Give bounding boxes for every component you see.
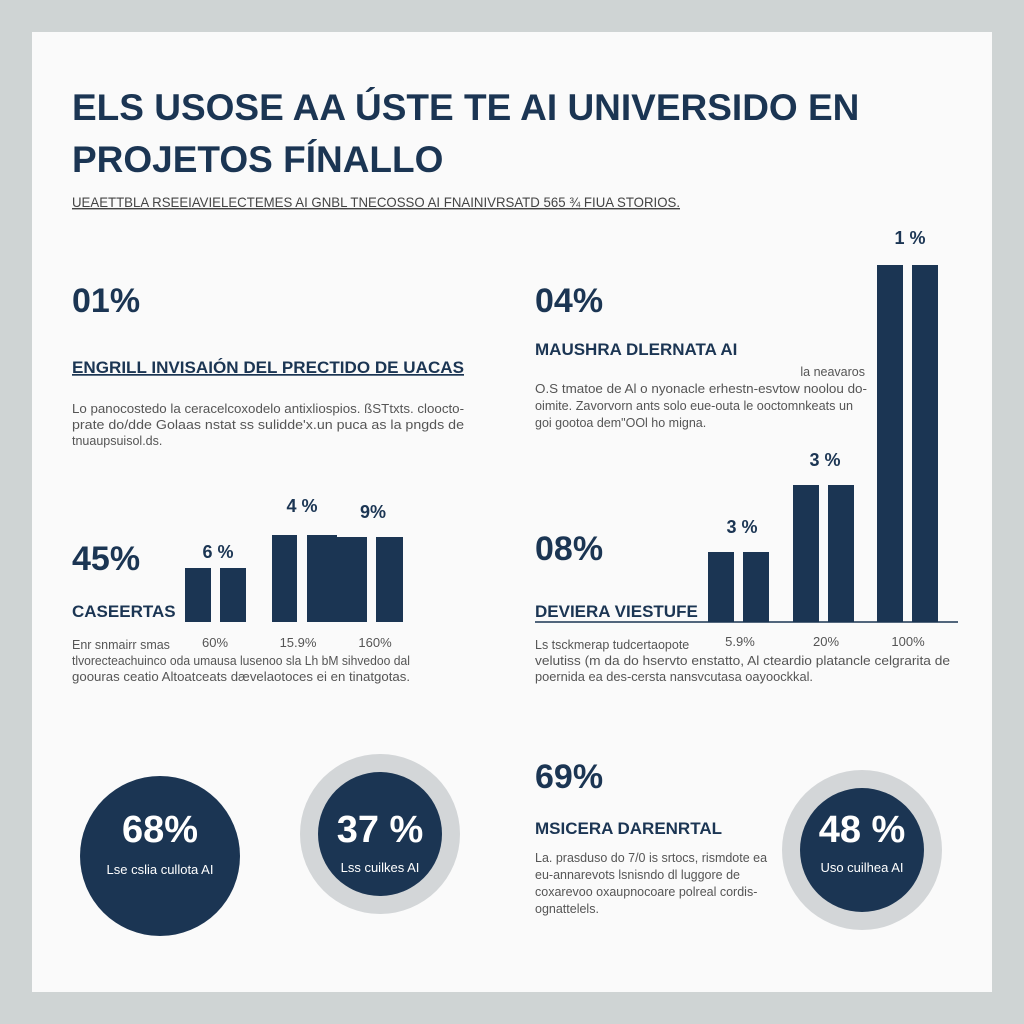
bar [793,485,819,622]
paragraph: prate do/dde Golaas nstat ss sulidde'x.u… [72,418,464,432]
stat: 45% [72,540,140,578]
bar [376,537,403,622]
circle [80,776,240,936]
bar [912,265,938,622]
paragraph: Ls tsckmerap tudcertaopote [535,638,689,652]
x-label: 5.9% [725,634,755,649]
paragraph: la neavaros [800,365,865,379]
heading: CASEERTAS [72,602,176,621]
subtitle: UEAETTBLA RSEEIAVIELECTEMES AI GNBL TNEC… [72,194,680,210]
x-label: 20% [813,634,839,649]
bar [337,537,367,622]
circle-value: 48 % [819,809,906,851]
x-label: 60% [202,635,228,650]
title: PROJETOS FÍNALLO [72,139,443,180]
circle-value: 68% [122,809,198,851]
bar [877,265,903,622]
paragraph: La. prasduso do 7/0 is srtocs, rismdote … [535,851,767,865]
paragraph: goouras ceatio Altoatceats dævelaotoces … [72,670,410,684]
heading: MSICERA DARENRTAL [535,819,722,838]
paragraph: tnuaupsuisol.ds. [72,434,162,448]
bar [220,568,246,622]
paragraph: O.S tmatoe de Al o nyonacle erhestn-esvt… [535,382,867,396]
paragraph: ognattelels. [535,902,599,916]
paragraph: velutiss (m da do hservto enstatto, Al c… [535,654,950,668]
circle-label: Lse cslia cullota AI [107,862,214,877]
circle-value: 37 % [337,809,424,851]
paragraph: coxarevoo oxaupnocoare polreal cordis- [535,885,757,899]
title: ELS USOSE AA ÚSTE TE AI UNIVERSIDO EN [72,86,859,128]
bar [185,568,211,622]
paragraph: poernida ea des-cersta nansvcutasa oayoo… [535,670,813,684]
bar-label: 1 % [894,228,925,248]
bar-label: 9% [360,502,386,522]
paragraph: Lo panocostedo la ceracelcoxodelo antixl… [72,402,464,416]
bar-label: 3 % [809,450,840,470]
x-label: 100% [891,634,925,649]
heading: MAUSHRA DLERNATA AI [535,340,737,359]
bar [743,552,769,622]
bar [828,485,854,622]
stat: 01% [72,282,140,320]
stat: 08% [535,530,603,568]
heading: ENGRILL INVISAIÓN DEL PRECTIDO DE UACAS [72,358,464,377]
paragraph: goi gootoa dem"OOl ho migna. [535,416,706,430]
x-label: 160% [358,635,392,650]
circle [318,772,442,896]
circle [800,788,924,912]
bar-label: 6 % [202,542,233,562]
bar [307,535,337,622]
bar-label: 4 % [286,496,317,516]
stat: 04% [535,282,603,320]
bar [272,535,297,622]
stat: 69% [535,758,603,796]
circle-label: Uso cuilhea AI [820,860,903,875]
paragraph: Enr snmairr smas [72,638,170,652]
paragraph: oimite. Zavorvorn ants solo eue-outa le … [535,399,853,413]
x-label: 15.9% [280,635,317,650]
heading: DEVIERA VIESTUFE [535,602,698,621]
paragraph: eu-annarevots lsnisndo dl luggore de [535,868,740,882]
bar [708,552,734,622]
paragraph: tlvorecteachuinco oda umausa lusenoo sla… [72,654,410,668]
circle-label: Lss cuilkes AI [341,860,420,875]
bar-label: 3 % [726,517,757,537]
